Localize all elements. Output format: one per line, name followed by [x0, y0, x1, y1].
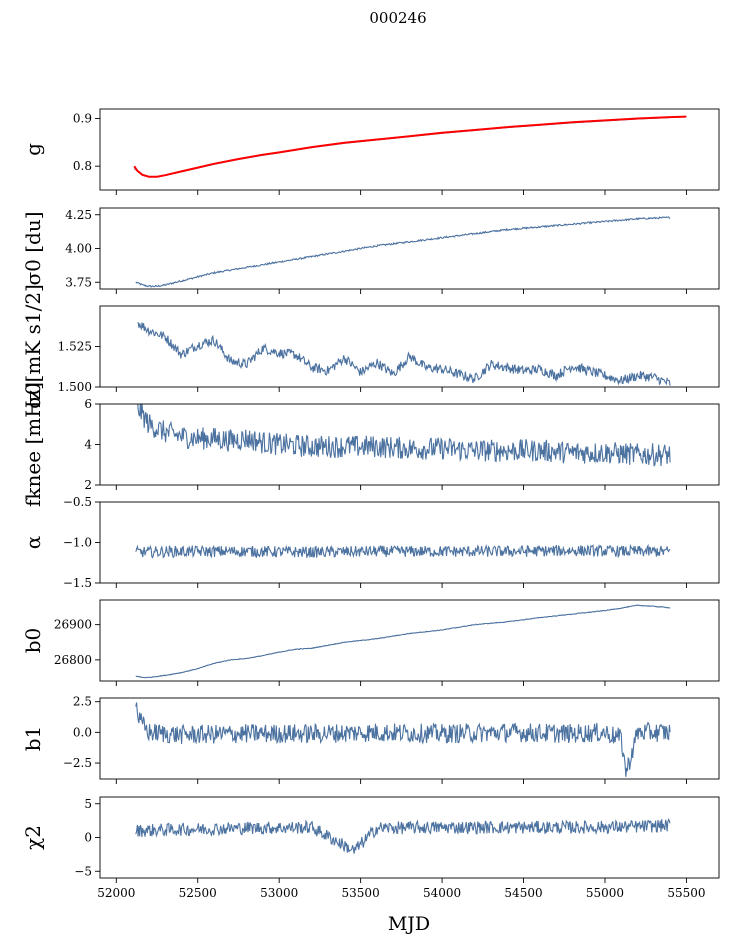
x-tick-label: 53500 — [342, 886, 380, 900]
y-tick-label: 6 — [84, 397, 92, 411]
y-tick-label: 0 — [84, 831, 92, 845]
y-tick-label: −0.5 — [63, 495, 92, 509]
x-tick-label: 55000 — [586, 886, 624, 900]
panel-b1: −2.5 0.0 2.5 b1 — [21, 695, 720, 784]
panels: 0.8 0.9 g 3.75 4.00 4.25 σ0 [du] 1.500 1.525 σ0[m… — [21, 108, 720, 900]
y-tick-label: 26900 — [54, 618, 92, 632]
y-axis-label-b0: b0 — [21, 628, 45, 654]
series-line-alpha-0 — [135, 543, 671, 559]
y-tick-label: 4.25 — [65, 208, 92, 222]
y-tick-label: −5 — [74, 864, 92, 878]
panel-alpha: −1.5 −1.0 −0.5 α — [21, 495, 720, 590]
y-tick-label: 4 — [84, 438, 92, 452]
axes-frame — [99, 599, 720, 682]
panel-g: 0.8 0.9 g — [21, 108, 720, 195]
x-tick-label: 55500 — [667, 886, 705, 900]
series-line-g-0 — [133, 117, 671, 178]
x-tick-label: 52000 — [97, 886, 135, 900]
y-axis-label-sigma0-du: σ0 [du] — [21, 211, 45, 285]
x-tick-label: 54500 — [504, 886, 542, 900]
y-tick-label: 1.500 — [58, 380, 92, 394]
panel-sigma0-du: 3.75 4.00 4.25 σ0 [du] — [21, 207, 720, 294]
y-tick-label: 4.00 — [65, 242, 92, 256]
panel-chi2: −5 0 5 52000 52500 53000 53500 54000 54500 55000 5… — [21, 796, 720, 900]
y-axis-label-fknee: fknee [mHz] — [21, 382, 45, 507]
y-tick-label: 2.5 — [73, 695, 92, 709]
y-axis-label-chi2: χ2 — [21, 825, 45, 850]
axes-frame — [99, 697, 720, 780]
x-axis-label: MJD — [388, 913, 430, 935]
series-line-g-1 — [133, 115, 687, 178]
y-axis-label-alpha: α — [21, 536, 45, 550]
panel-b0: 26800 26900 b0 — [21, 599, 720, 686]
x-tick-label: 54000 — [423, 886, 461, 900]
y-axis-label-g: g — [21, 143, 45, 156]
y-axis-label-sigma0-mk: σ0[mK s1/2] — [21, 284, 45, 409]
y-tick-label: 0.0 — [73, 725, 92, 739]
series-line-fknee-0 — [137, 404, 671, 467]
y-tick-label: −1.5 — [63, 576, 92, 590]
series-line-sigma0-du-0 — [135, 216, 671, 288]
axes-frame — [99, 796, 720, 879]
y-tick-label: 1.525 — [58, 340, 92, 354]
series-line-b0-0 — [135, 604, 671, 679]
y-tick-label: 2 — [84, 478, 92, 492]
panel-sigma0-mk: 1.500 1.525 σ0[mK s1/2] — [21, 284, 720, 409]
axes-frame — [99, 501, 720, 584]
x-tick-label: 52500 — [179, 886, 217, 900]
y-tick-label: 0.9 — [73, 112, 92, 126]
figure-title: 000246 — [369, 9, 426, 27]
axes-frame — [99, 108, 720, 191]
series-line-sigma0-mk-0 — [137, 321, 671, 386]
panel-fknee: 2 4 6 fknee [mHz] — [21, 382, 720, 507]
x-tick-label: 53000 — [260, 886, 298, 900]
y-tick-label: 3.75 — [65, 275, 92, 289]
y-tick-label: 26800 — [54, 653, 92, 667]
y-tick-label: −2.5 — [63, 756, 92, 770]
y-axis-label-b1: b1 — [21, 726, 45, 752]
y-tick-label: −1.0 — [63, 536, 92, 550]
y-tick-label: 5 — [84, 797, 92, 811]
y-tick-label: 0.8 — [73, 159, 92, 173]
series-line-chi2-0 — [135, 817, 671, 854]
series-line-b1-0 — [135, 702, 671, 777]
